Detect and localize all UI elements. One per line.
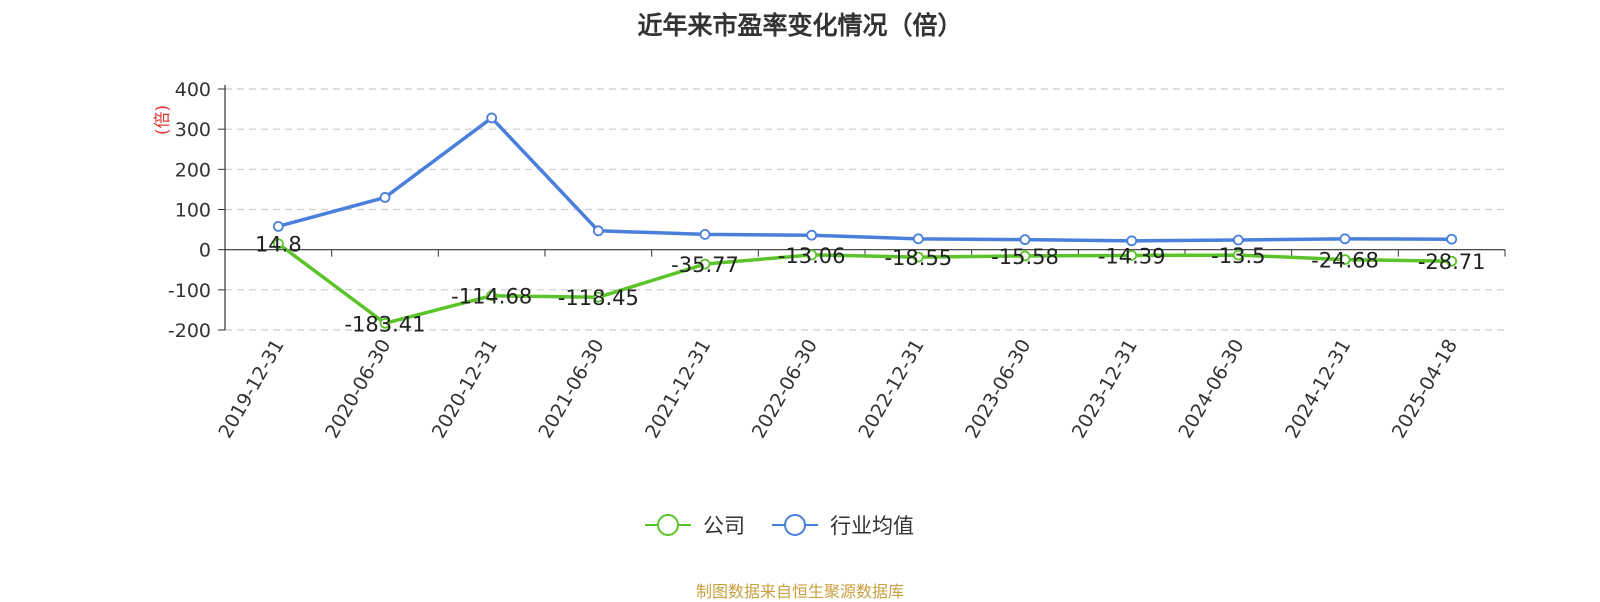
y-tick-label: 400: [175, 79, 211, 101]
x-tick-label: 2019-12-31: [214, 336, 288, 443]
y-tick-label: 200: [175, 159, 211, 181]
data-point: [1126, 235, 1138, 247]
data-point: [1446, 233, 1458, 245]
y-tick-label: 300: [175, 119, 211, 141]
data-point: [379, 317, 391, 329]
data-point: [1232, 234, 1244, 246]
data-point: [1339, 254, 1351, 265]
data-point: [486, 112, 498, 124]
data-point: [272, 238, 284, 250]
data-point: [699, 258, 711, 270]
x-tick-label: 2024-12-31: [1281, 336, 1355, 443]
x-tick-label: 2023-06-30: [961, 336, 1035, 443]
data-label: -24.68: [1311, 249, 1379, 273]
data-label: -14.39: [1098, 244, 1166, 268]
x-tick-label: 2020-12-31: [428, 336, 502, 443]
data-label: -15.58: [991, 245, 1059, 269]
legend-item-company-marker[interactable]: [657, 514, 679, 536]
data-point: [806, 249, 818, 261]
x-tick-label: 2024-06-30: [1174, 336, 1248, 443]
data-point: [1019, 250, 1031, 262]
data-label: -13.5: [1211, 244, 1265, 268]
data-label: -35.77: [671, 253, 739, 277]
data-point: [1126, 250, 1138, 261]
data-label: -18.55: [884, 246, 952, 270]
data-point: [1446, 255, 1458, 267]
chart-title: 近年来市盈率变化情况（倍）: [637, 11, 963, 40]
legend-item-company-label[interactable]: 公司: [703, 514, 745, 538]
x-tick-label: 2025-04-18: [1388, 336, 1462, 443]
data-point: [486, 290, 498, 302]
data-point: [379, 192, 391, 203]
y-tick-label: -200: [168, 320, 211, 342]
data-label: -114.68: [451, 285, 532, 309]
data-label: -13.06: [778, 244, 846, 268]
data-label: -118.45: [558, 286, 639, 310]
data-point: [1232, 249, 1244, 261]
x-tick-label: 2021-06-30: [534, 336, 608, 443]
x-tick-label: 2020-06-30: [321, 336, 395, 443]
data-point: [592, 225, 604, 237]
data-label: -183.41: [344, 312, 425, 336]
source-note: 制图数据来自恒生聚源数据库: [695, 582, 904, 601]
series-line-company: [277, 242, 1452, 326]
data-point: [912, 233, 924, 245]
series-line-industry-average: [277, 116, 1452, 243]
y-axis-unit-label: (倍): [153, 105, 173, 135]
x-tick-label: 2022-12-31: [854, 336, 928, 443]
y-tick-label: -100: [168, 280, 211, 302]
y-tick-label: 100: [175, 200, 211, 222]
data-point: [1339, 233, 1351, 245]
data-point: [912, 251, 924, 263]
data-label: -28.71: [1418, 250, 1486, 274]
x-tick-label: 2022-06-30: [748, 336, 822, 443]
data-label: 14.8: [255, 233, 302, 257]
data-point: [1019, 234, 1031, 246]
data-point: [699, 229, 711, 240]
y-tick-label: 0: [199, 240, 211, 262]
x-tick-label: 2023-12-31: [1068, 336, 1142, 443]
x-tick-label: 2021-12-31: [641, 336, 715, 443]
legend-item-industry-average-label[interactable]: 行业均值: [830, 514, 914, 538]
legend-item-industry-average-marker[interactable]: [784, 514, 806, 536]
data-point: [272, 220, 284, 232]
data-point: [592, 291, 604, 303]
data-point: [806, 229, 818, 241]
